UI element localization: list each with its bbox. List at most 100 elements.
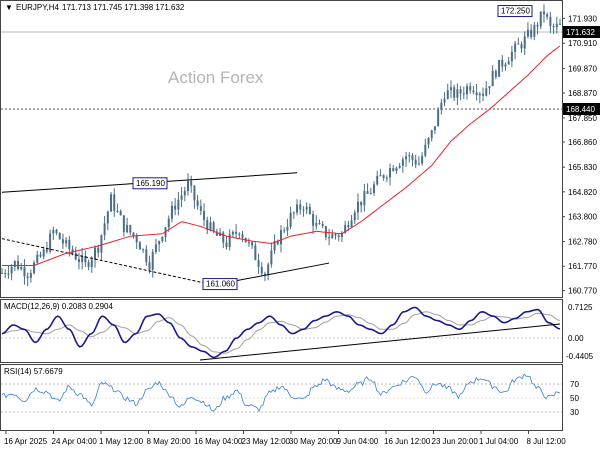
rsi-label: RSI(14) 57.6679 <box>4 367 63 376</box>
candle-body <box>446 90 449 99</box>
time-axis-label: 1 May 12:00 <box>99 437 144 446</box>
collapse-arrow-icon[interactable]: ▼ <box>5 3 13 12</box>
candle-body <box>392 168 395 171</box>
candle-body <box>142 249 145 251</box>
candle-body <box>129 225 132 233</box>
candle-body <box>433 126 436 131</box>
candle-body <box>526 29 529 37</box>
candle-body <box>126 225 129 233</box>
time-axis-label: 8 May 20:00 <box>147 437 192 446</box>
candle-body <box>373 184 375 194</box>
candle-body <box>77 259 80 263</box>
candle-body <box>459 89 462 94</box>
rsi-tick-50: 50 <box>570 394 579 403</box>
ohlc-readout: 171.713 171.745 171.398 171.632 <box>62 3 185 12</box>
candle-body <box>254 245 257 261</box>
time-axis-label: 16 Apr 2025 <box>4 437 48 446</box>
time-axis-label: 9 Jun 04:00 <box>337 437 379 446</box>
price-annotation-label: 165.190 <box>136 179 165 188</box>
candle-body <box>84 255 87 263</box>
candle-body <box>369 193 372 195</box>
time-axis-label: 16 Jun 12:00 <box>384 437 431 446</box>
price-axis-tick-label: 165.830 <box>568 163 597 172</box>
candle-body <box>260 266 263 274</box>
candle-body <box>440 102 443 110</box>
candle-body <box>421 155 424 164</box>
candle-body <box>536 24 539 27</box>
candle-body <box>231 231 234 235</box>
candle-body <box>315 223 318 226</box>
time-axis: 16 Apr 2025 24 Apr 04:00 1 May 12:00 8 May … <box>4 431 566 446</box>
candle-body <box>395 167 398 171</box>
candle-body <box>49 233 52 252</box>
candle-body <box>122 215 125 233</box>
price-axis-tick-label: 163.800 <box>568 213 597 222</box>
candle-body <box>212 222 215 232</box>
candle-body <box>414 159 417 165</box>
price-annotation-box <box>132 177 168 190</box>
candle-body <box>340 232 343 237</box>
candle-body <box>52 229 55 234</box>
candle-body <box>270 250 273 265</box>
candle-body <box>469 86 472 91</box>
candle-body <box>401 159 404 166</box>
candle-body <box>26 276 29 278</box>
candle-body <box>328 237 331 239</box>
candle-body <box>552 26 555 28</box>
candle-body <box>241 234 244 238</box>
candle-body <box>7 273 10 275</box>
candle-body <box>539 11 542 27</box>
candle-body <box>286 226 289 231</box>
candle-body <box>520 44 523 49</box>
candle-body <box>154 244 157 252</box>
candle-body <box>456 89 459 98</box>
candle-body <box>209 222 212 231</box>
candle-body <box>491 70 494 87</box>
candle-body <box>382 175 385 179</box>
candle-body <box>488 86 491 89</box>
candle-body <box>170 205 173 219</box>
candle-body <box>453 87 456 98</box>
candle-body <box>347 224 350 228</box>
candle-body <box>501 59 504 67</box>
candle-body <box>517 43 520 45</box>
candle-body <box>190 181 193 186</box>
candle-body <box>4 272 7 274</box>
candle-body <box>408 155 411 157</box>
candle-body <box>110 194 113 212</box>
macd-signal-line <box>1 311 561 354</box>
candle-body <box>299 204 302 210</box>
trendline <box>1 238 214 286</box>
symbol-label: EURJPY,H4 <box>16 3 60 12</box>
candle-body <box>235 231 238 234</box>
candle-body <box>13 260 16 267</box>
candle-body <box>475 92 478 96</box>
price-annotation-box <box>497 5 533 18</box>
candle-body <box>106 211 109 224</box>
candle-body <box>411 155 414 160</box>
candle-body <box>356 201 359 213</box>
candle-body <box>559 23 561 25</box>
candle-body <box>398 165 401 168</box>
candles-group <box>1 4 561 287</box>
candle-body <box>257 260 260 267</box>
candle-body <box>514 43 517 52</box>
candle-body <box>360 201 363 206</box>
candle-body <box>113 194 116 211</box>
candle-body <box>366 191 369 194</box>
price-axis-tick-label: 169.870 <box>568 65 597 74</box>
candle-body <box>174 205 177 210</box>
time-axis-label: 16 May 04:00 <box>194 437 243 446</box>
candle-body <box>228 234 231 248</box>
candle-body <box>167 218 170 228</box>
rsi-line <box>1 373 561 413</box>
candle-body <box>337 235 340 237</box>
macd-tick-zero: 0.00 <box>568 334 584 343</box>
candle-body <box>100 235 103 253</box>
candle-body <box>443 98 446 103</box>
candle-body <box>39 254 42 257</box>
candle-body <box>331 234 334 239</box>
candle-body <box>482 93 485 96</box>
rsi-tick-70: 70 <box>570 380 579 389</box>
